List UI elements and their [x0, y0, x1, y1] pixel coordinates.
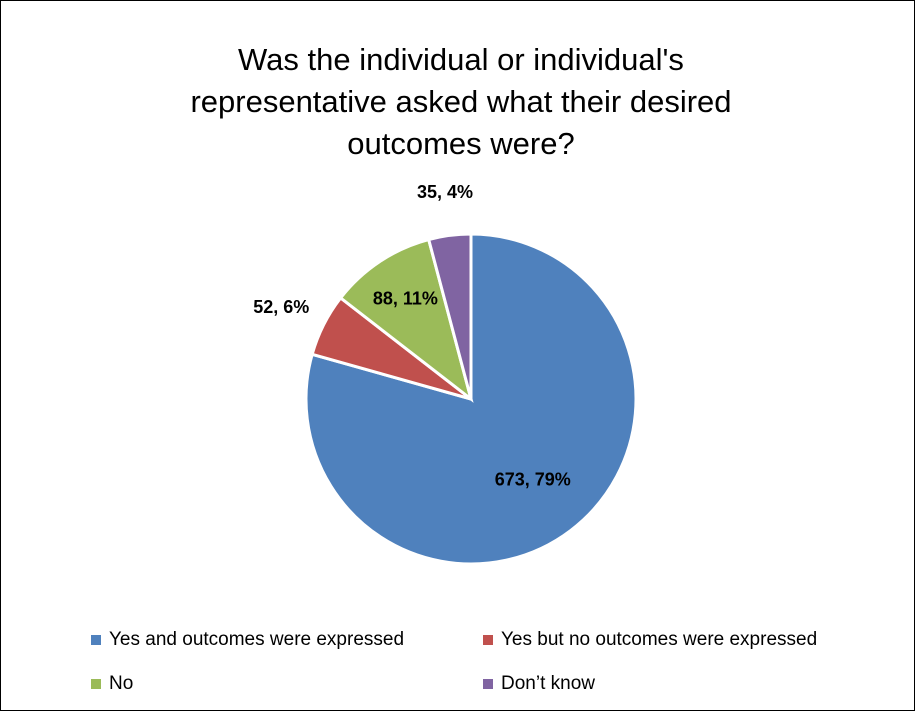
legend-label: Yes but no outcomes were expressed — [501, 629, 817, 651]
legend-swatch — [91, 635, 101, 645]
data-label-yes-no-outcomes: 52, 6% — [253, 297, 309, 317]
legend-swatch — [483, 679, 493, 689]
data-label-no: 88, 11% — [373, 289, 438, 309]
legend-label: Yes and outcomes were expressed — [109, 629, 404, 651]
legend-label: Don’t know — [501, 673, 595, 695]
legend-item-dont-know: Don’t know — [483, 673, 595, 695]
legend-item-yes-no-outcomes: Yes but no outcomes were expressed — [483, 629, 817, 651]
legend-swatch — [91, 679, 101, 689]
legend-swatch — [483, 635, 493, 645]
legend-item-no: No — [91, 673, 133, 695]
legend-item-yes-outcomes-expressed: Yes and outcomes were expressed — [91, 629, 404, 651]
legend-label: No — [109, 673, 133, 695]
data-label-dont-know: 35, 4% — [417, 182, 473, 202]
data-label-yes-outcomes-expressed: 673, 79% — [495, 469, 571, 489]
